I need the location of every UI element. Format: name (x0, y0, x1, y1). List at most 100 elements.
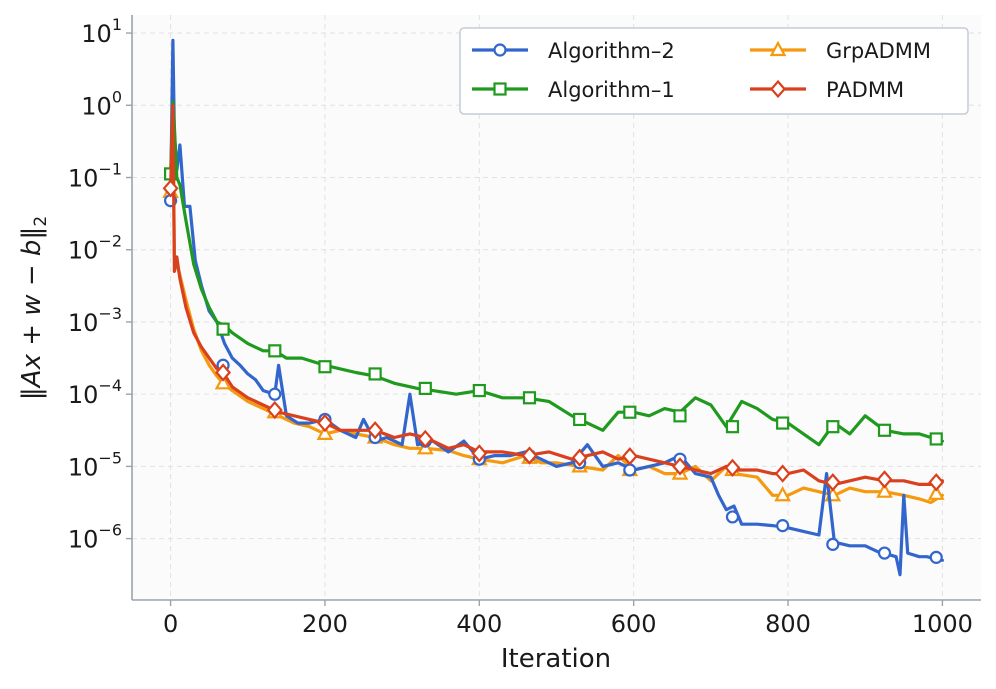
x-tick-label-4: 800 (765, 610, 811, 638)
marker-padmm-2 (266, 400, 283, 420)
y-tick-base-3: 10 (68, 237, 99, 265)
marker-algorithm-1-4 (368, 367, 382, 381)
series-line-grpadmm (169, 114, 945, 505)
marker-algorithm-2-9 (623, 463, 637, 477)
y-axis-label-norm-open: ‖ (17, 387, 47, 400)
legend-entry-grpadmm: GrpADMM (750, 39, 931, 63)
legend-marker-algorithm-1 (493, 82, 507, 96)
y-axis-label-norm-close: ‖ (17, 227, 47, 240)
marker-algorithm-1-1 (216, 322, 230, 336)
marker-padmm-15 (928, 473, 945, 492)
y-tick-base-1: 10 (81, 92, 112, 120)
marker-grpadmm-3 (316, 424, 334, 440)
y-tick-exponent-2: −1 (98, 160, 122, 179)
y-tick-label-7: 10−6 (68, 521, 122, 554)
marker-algorithm-2-13 (826, 537, 840, 551)
marker-padmm-12 (774, 464, 791, 483)
marker-padmm-11 (724, 458, 741, 478)
y-tick-label-5: 10−4 (68, 376, 122, 409)
marker-grpadmm-14 (876, 482, 893, 498)
y-tick-label-4: 10−3 (68, 304, 122, 337)
marker-padmm-7 (521, 446, 538, 465)
marker-algorithm-1-14 (877, 423, 892, 437)
y-tick-base-7: 10 (68, 526, 99, 554)
x-tick-label-2: 400 (456, 610, 502, 638)
series-algorithm-1 (163, 100, 945, 447)
marker-padmm-4 (367, 421, 384, 440)
marker-grpadmm-15 (927, 484, 945, 500)
legend-marker-padmm (770, 79, 786, 99)
legend: Algorithm–2 Algorithm–1 GrpADMM PADMM (459, 27, 969, 115)
marker-padmm-6 (471, 444, 488, 463)
marker-algorithm-1-15 (929, 432, 943, 446)
legend-marker-algorithm-2 (493, 43, 507, 57)
marker-algorithm-1-7 (522, 391, 537, 405)
x-tick-label-5: 1000 (912, 610, 973, 638)
marker-padmm-9 (621, 447, 638, 466)
x-tick-label-1: 200 (302, 610, 348, 638)
series-algorithm-2 (163, 38, 945, 577)
y-axis-label: ‖Ax + w − b‖2 (17, 216, 51, 400)
marker-algorithm-1-8 (573, 412, 587, 427)
x-axis-label: Iteration (501, 644, 611, 674)
legend-entry-algorithm-2: Algorithm–2 (472, 39, 675, 63)
marker-algorithm-1-9 (623, 405, 637, 419)
marker-algorithm-1-6 (472, 383, 486, 398)
legend-label-grpadmm: GrpADMM (826, 39, 931, 63)
y-tick-base-5: 10 (68, 381, 99, 409)
y-tick-base-4: 10 (68, 309, 99, 337)
x-tick-label-0: 0 (163, 610, 178, 638)
marker-algorithm-1-5 (418, 381, 432, 395)
marker-algorithm-1-12 (776, 416, 790, 430)
y-tick-label-6: 10−5 (68, 448, 122, 481)
y-tick-label-2: 10−1 (68, 160, 122, 193)
marker-algorithm-2-15 (929, 550, 943, 564)
marker-padmm-1 (215, 363, 232, 382)
marker-algorithm-2-12 (776, 519, 790, 533)
y-tick-exponent-4: −3 (98, 304, 122, 323)
marker-algorithm-2-2 (268, 387, 282, 401)
legend-label-algorithm-2: Algorithm–2 (548, 39, 675, 63)
legend-entry-algorithm-1: Algorithm–1 (472, 78, 675, 102)
marker-algorithm-1-11 (725, 420, 740, 434)
legend-marker-grpadmm (769, 40, 787, 57)
y-tick-label-1: 100 (81, 87, 122, 120)
axes (131, 15, 981, 601)
y-tick-exponent-1: 0 (112, 87, 122, 106)
marker-algorithm-2-11 (725, 510, 740, 524)
marker-algorithm-1-13 (826, 420, 840, 434)
y-tick-exponent-3: −2 (98, 232, 122, 251)
marker-padmm-13 (824, 473, 841, 492)
y-tick-exponent-6: −5 (98, 448, 122, 467)
y-tick-exponent-0: 1 (112, 15, 122, 34)
marker-padmm-3 (316, 413, 333, 433)
marker-padmm-5 (417, 429, 434, 449)
x-ticks: 0 200 400 600 800 1000 (163, 600, 973, 638)
y-tick-exponent-5: −4 (98, 376, 122, 395)
y-tick-label-3: 10−2 (68, 232, 122, 265)
marker-algorithm-2-14 (877, 546, 892, 560)
marker-algorithm-1-10 (673, 409, 687, 423)
y-tick-base-0: 10 (81, 20, 112, 48)
y-axis-label-expression: Ax + w − b (17, 240, 47, 390)
marker-grpadmm-1 (214, 374, 232, 390)
series-layer (162, 38, 945, 577)
y-tick-exponent-7: −6 (98, 521, 122, 540)
legend-frame (459, 27, 969, 115)
marker-padmm-0 (162, 179, 179, 198)
y-tick-label-0: 101 (81, 15, 122, 48)
legend-entry-padmm: PADMM (750, 78, 904, 102)
y-axis-label-subscript: 2 (31, 216, 51, 227)
x-tick-label-3: 600 (611, 610, 657, 638)
marker-algorithm-1-2 (268, 344, 282, 358)
y-tick-base-6: 10 (68, 453, 99, 481)
marker-padmm-10 (672, 457, 688, 476)
marker-algorithm-1-3 (318, 360, 332, 374)
series-padmm (162, 103, 945, 492)
marker-grpadmm-12 (774, 485, 791, 502)
series-line-padmm (169, 103, 945, 486)
marker-padmm-8 (571, 448, 588, 467)
series-line-algorithm-1 (169, 100, 945, 447)
